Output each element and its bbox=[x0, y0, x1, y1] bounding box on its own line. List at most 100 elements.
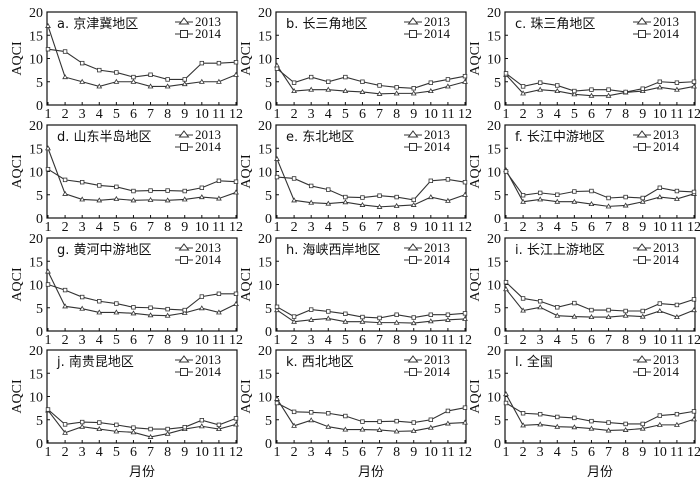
y-axis-label: AQCI bbox=[10, 154, 25, 189]
legend-triangle-icon bbox=[407, 130, 419, 138]
x-tick-label: 2 bbox=[520, 333, 527, 348]
series-line-2014 bbox=[276, 176, 466, 201]
data-point-2014 bbox=[503, 169, 509, 174]
data-point-2014 bbox=[640, 195, 645, 201]
legend-square-icon bbox=[638, 256, 646, 264]
legend-label-2013: 2013 bbox=[653, 352, 679, 367]
legend-square-icon bbox=[638, 368, 646, 376]
data-point-2013 bbox=[62, 429, 68, 435]
series-line-2013 bbox=[47, 25, 237, 87]
data-point-2014 bbox=[411, 315, 416, 320]
y-tick-label: 15 bbox=[258, 29, 272, 44]
data-point-2013 bbox=[291, 88, 297, 94]
data-point-2013 bbox=[571, 424, 578, 430]
data-point-2013 bbox=[376, 319, 383, 325]
panel-title: e. 东北地区 bbox=[286, 130, 354, 145]
y-tick-label: 0 bbox=[265, 325, 272, 340]
x-tick-label: 11 bbox=[212, 445, 225, 460]
y-tick-label: 15 bbox=[29, 29, 43, 44]
data-point-2014 bbox=[131, 425, 136, 430]
data-point-2013 bbox=[605, 92, 612, 98]
x-tick-label: 3 bbox=[79, 107, 86, 122]
data-point-2013 bbox=[639, 425, 646, 431]
x-tick-label: 11 bbox=[441, 107, 454, 122]
data-point-2013 bbox=[691, 416, 697, 422]
legend-square-icon bbox=[638, 143, 646, 151]
data-point-2013 bbox=[291, 318, 297, 324]
data-point-2013 bbox=[79, 196, 86, 202]
x-tick-label: 11 bbox=[670, 445, 683, 460]
data-point-2013 bbox=[656, 84, 663, 90]
y-tick-label: 10 bbox=[29, 53, 43, 68]
series-line-2013 bbox=[276, 398, 466, 432]
data-point-2013 bbox=[639, 313, 646, 319]
series-line-2014 bbox=[505, 281, 695, 312]
panel-title: k. 西北地区 bbox=[286, 355, 354, 370]
legend-triangle-icon bbox=[178, 355, 190, 363]
data-point-2014 bbox=[326, 411, 331, 416]
data-point-2013 bbox=[96, 426, 103, 432]
series-line-2014 bbox=[276, 306, 466, 319]
data-point-2013 bbox=[445, 420, 451, 426]
x-tick-label: 6 bbox=[130, 333, 137, 348]
y-tick-label: 5 bbox=[265, 76, 272, 91]
panel-title: b. 长三角地区 bbox=[286, 17, 368, 32]
data-point-2013 bbox=[147, 312, 154, 318]
data-point-2013 bbox=[308, 86, 315, 92]
x-tick-label: 6 bbox=[130, 220, 137, 235]
data-point-2013 bbox=[359, 318, 366, 324]
y-tick-label: 15 bbox=[487, 142, 501, 157]
data-point-2014 bbox=[97, 299, 102, 304]
x-tick-label: 11 bbox=[441, 333, 454, 348]
legend-triangle-icon bbox=[636, 243, 648, 251]
data-point-2013 bbox=[198, 78, 205, 84]
legend-square-icon bbox=[180, 30, 188, 38]
y-tick-label: 15 bbox=[29, 142, 43, 157]
data-point-2014 bbox=[520, 193, 526, 198]
y-axis-label: AQCI bbox=[468, 267, 483, 302]
data-point-2014 bbox=[377, 419, 382, 424]
x-tick-label: 4 bbox=[96, 333, 103, 348]
x-tick-label: 6 bbox=[130, 445, 137, 460]
legend-square-icon bbox=[180, 143, 188, 151]
data-point-2014 bbox=[428, 417, 434, 422]
x-axis-label: 月份 bbox=[358, 465, 384, 480]
y-axis-label: AQCI bbox=[468, 379, 483, 414]
data-point-2013 bbox=[291, 422, 297, 428]
data-point-2014 bbox=[394, 85, 399, 90]
data-point-2014 bbox=[199, 418, 205, 423]
x-tick-label: 1 bbox=[274, 107, 281, 122]
data-point-2013 bbox=[605, 427, 612, 433]
panel-title: f. 长江中游地区 bbox=[515, 130, 605, 145]
legend-label-2014: 2014 bbox=[653, 139, 680, 154]
data-point-2013 bbox=[462, 78, 468, 84]
legend-label-2014: 2014 bbox=[195, 364, 222, 379]
data-point-2013 bbox=[62, 190, 68, 196]
data-point-2014 bbox=[428, 178, 434, 183]
y-tick-label: 5 bbox=[265, 189, 272, 204]
data-point-2013 bbox=[427, 424, 434, 430]
x-tick-label: 5 bbox=[571, 333, 578, 348]
data-point-2013 bbox=[622, 202, 629, 208]
data-point-2013 bbox=[537, 304, 544, 310]
data-point-2014 bbox=[674, 80, 680, 85]
y-tick-label: 10 bbox=[29, 391, 43, 406]
x-tick-label: 1 bbox=[45, 445, 52, 460]
data-point-2014 bbox=[79, 179, 85, 185]
y-tick-label: 0 bbox=[494, 212, 501, 227]
x-tick-label: 8 bbox=[164, 333, 171, 348]
y-tick-label: 10 bbox=[258, 166, 272, 181]
x-tick-label: 10 bbox=[424, 445, 438, 460]
x-tick-label: 6 bbox=[359, 333, 366, 348]
data-point-2013 bbox=[554, 423, 561, 429]
data-point-2013 bbox=[537, 86, 544, 92]
data-point-2013 bbox=[462, 191, 468, 197]
y-tick-label: 20 bbox=[487, 344, 501, 359]
data-point-2014 bbox=[555, 192, 560, 197]
